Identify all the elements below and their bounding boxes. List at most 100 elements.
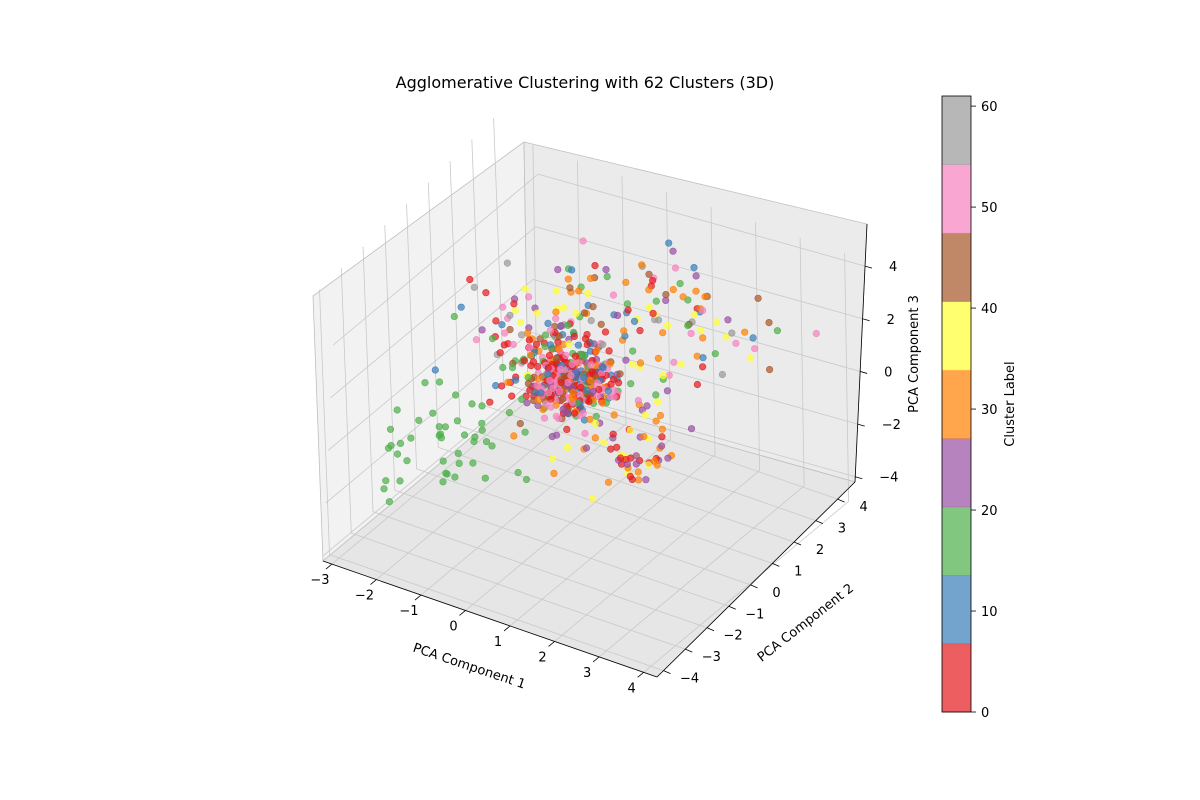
scatter-point <box>453 417 462 425</box>
scatter-point <box>567 372 575 380</box>
scatter-point <box>728 329 736 337</box>
colorbar-swatch <box>942 96 971 165</box>
x-tick-mark <box>592 656 600 663</box>
scatter-point <box>568 394 577 402</box>
scatter-point <box>626 426 634 434</box>
scatter-point <box>492 317 500 325</box>
grid-line-y-floor <box>329 554 664 671</box>
scatter-point <box>380 485 388 493</box>
scatter-point <box>560 304 568 312</box>
scatter-point <box>632 452 640 460</box>
z-tick-label: −4 <box>879 471 898 486</box>
scatter-point <box>669 286 677 294</box>
scatter-point <box>466 275 474 284</box>
scatter-point <box>692 272 700 280</box>
colorbar-swatch <box>942 164 971 234</box>
scatter-point <box>387 442 395 450</box>
scatter-point <box>622 278 630 287</box>
scatter-point <box>599 364 607 372</box>
scatter-point <box>429 409 437 417</box>
scatter-point <box>697 326 705 335</box>
scatter-point <box>441 423 450 431</box>
grid-line-x-floor <box>465 439 671 611</box>
grid-line-x-wall <box>755 222 760 471</box>
y-tick-label: 2 <box>816 543 824 558</box>
grid-line-y-floor <box>351 532 686 650</box>
scatter-point <box>669 247 677 255</box>
scatter-point <box>599 438 608 447</box>
scatter-point <box>690 310 698 319</box>
x-ticks: −3 −2 −1 0 1 2 3 4 <box>310 563 644 696</box>
scatter-point <box>563 425 571 434</box>
scatter-point <box>585 398 593 406</box>
scatter-point <box>544 389 553 397</box>
x-tick-label: 3 <box>583 666 591 681</box>
scatter-point <box>687 329 695 338</box>
scatter-point <box>488 442 496 450</box>
scatter-point <box>564 275 572 283</box>
scatter-point <box>613 443 621 451</box>
scatter-point <box>505 409 514 417</box>
scatter-point <box>610 393 618 401</box>
scatter-point <box>565 340 573 348</box>
z-tick-mark <box>855 476 863 480</box>
scatter-point <box>751 345 759 353</box>
scatter-point <box>541 331 550 339</box>
x-tick-mark <box>414 594 422 601</box>
grid-line-z-left <box>330 226 536 399</box>
scatter-point <box>498 321 506 329</box>
scatter-point <box>599 341 607 349</box>
scatter-point <box>676 280 684 288</box>
scatter-point <box>570 409 579 417</box>
scatter-point <box>482 289 490 297</box>
scatter-point <box>546 377 554 385</box>
scatter-point <box>435 423 443 431</box>
grid-line-z-right <box>535 226 863 320</box>
scatter-point <box>591 262 599 270</box>
scatter-point <box>664 454 672 462</box>
scatter-point <box>506 326 514 334</box>
scatter-point <box>568 266 576 274</box>
scatter-point <box>616 370 624 378</box>
scatter-point <box>591 434 599 442</box>
z-axis-label: PCA Component 3 <box>907 295 922 413</box>
scatter-point <box>679 293 687 301</box>
z-tick-mark <box>860 371 868 374</box>
scatter-point <box>555 345 563 353</box>
scatter-point <box>469 459 477 467</box>
y-axis-label: PCA Component 2 <box>755 581 857 665</box>
scatter-point <box>580 309 589 317</box>
scatter-point <box>627 380 635 388</box>
scatter-point <box>609 291 618 299</box>
scatter-point <box>724 316 732 324</box>
scatter-point <box>754 294 762 302</box>
scatter-point <box>500 341 508 349</box>
scatter-point <box>481 474 489 482</box>
colorbar-swatch <box>942 438 971 508</box>
scatter-point <box>604 478 613 486</box>
colorbar-tick-label: 40 <box>981 302 998 317</box>
grid-line-y-floor <box>394 489 729 607</box>
scatter-point <box>518 395 526 404</box>
scatter-point <box>437 434 446 442</box>
scatter-point <box>564 443 572 452</box>
scatter-point <box>718 370 727 379</box>
scatter-point <box>442 469 450 477</box>
scatter-point <box>665 371 673 379</box>
scatter-point <box>607 445 615 453</box>
y-tick-mark <box>750 584 758 589</box>
scatter-point <box>592 412 600 420</box>
scatter-point <box>523 329 532 337</box>
scatter-point <box>665 239 673 247</box>
scatter-point <box>586 415 594 423</box>
scatter-point <box>649 309 657 318</box>
grid-line-y-floor <box>459 425 795 543</box>
scatter-point <box>575 287 583 295</box>
y-tick-mark <box>837 498 845 503</box>
y-tick-label: −4 <box>680 672 699 687</box>
y-tick-label: 4 <box>859 500 867 515</box>
scatter-point <box>749 334 757 342</box>
x-tick-label: 1 <box>494 635 502 650</box>
scatter-point <box>622 356 630 364</box>
